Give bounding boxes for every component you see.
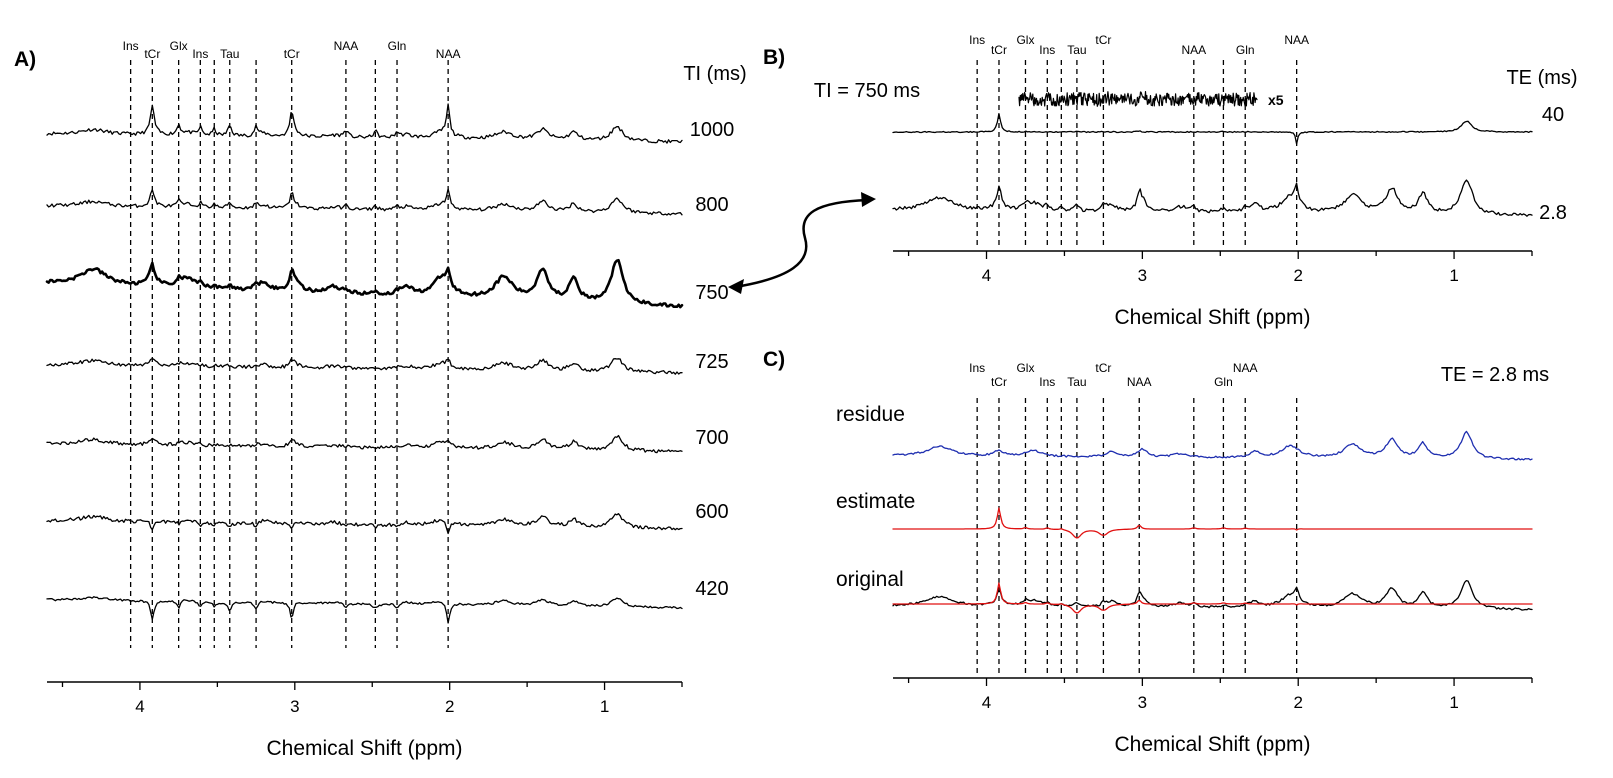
spectrum-ti-600 xyxy=(46,513,683,535)
series-label: 800 xyxy=(695,194,728,216)
x-tick-label: 4 xyxy=(982,693,991,712)
x-tick-label: 4 xyxy=(982,266,991,285)
metabolite-label: Ins xyxy=(123,39,139,53)
scale-annotation: x5 xyxy=(1268,92,1284,108)
spectrum-ti-800 xyxy=(46,188,683,216)
metabolite-label: NAA xyxy=(1181,43,1206,57)
x-axis-title: Chemical Shift (ppm) xyxy=(1114,733,1310,756)
metabolite-label: Tau xyxy=(220,47,239,61)
metabolite-label: Ins xyxy=(969,361,985,375)
panel-title: TI = 750 ms xyxy=(814,80,920,102)
series-label: 600 xyxy=(695,501,728,523)
metabolite-label: Glx xyxy=(1016,361,1034,375)
metabolite-label: Glx xyxy=(170,39,188,53)
spectrum-original xyxy=(892,579,1533,611)
x-tick-label: 2 xyxy=(1293,266,1302,285)
panel-label: A) xyxy=(14,48,36,71)
x-tick-label: 1 xyxy=(1449,266,1458,285)
panel-label: B) xyxy=(763,46,785,69)
metabolite-label: tCr xyxy=(991,43,1007,57)
panel-title: TE = 2.8 ms xyxy=(1441,364,1549,386)
metabolite-label: NAA xyxy=(334,39,359,53)
spectrum-residue xyxy=(892,430,1533,461)
metabolite-label: tCr xyxy=(1095,33,1111,47)
metabolite-label: Tau xyxy=(1067,43,1086,57)
series-label: 700 xyxy=(695,427,728,449)
metabolite-label: Ins xyxy=(1039,43,1055,57)
metabolite-label: tCr xyxy=(991,375,1007,389)
series-label: 750 xyxy=(695,282,728,304)
series-title: TI (ms) xyxy=(683,63,746,85)
metabolite-label: Tau xyxy=(1067,375,1086,389)
metabolite-label: Glx xyxy=(1016,33,1034,47)
spectrum-ti-725 xyxy=(46,357,683,375)
x-tick-label: 3 xyxy=(290,697,299,716)
metabolite-label: Gln xyxy=(1236,43,1255,57)
metabolite-label: tCr xyxy=(284,47,300,61)
row-label: residue xyxy=(836,403,905,426)
metabolite-label: Ins xyxy=(1039,375,1055,389)
metabolite-label: Ins xyxy=(192,47,208,61)
metabolite-label: NAA xyxy=(1233,361,1258,375)
metabolite-label: Ins xyxy=(969,33,985,47)
x-tick-label: 2 xyxy=(1293,693,1302,712)
spectrum-estimate-overlay xyxy=(892,582,1533,614)
arrow-head-left xyxy=(728,279,744,294)
metabolite-label: NAA xyxy=(1284,33,1309,47)
x-tick-label: 3 xyxy=(1138,693,1147,712)
spectrum-x5-inset xyxy=(1018,91,1258,107)
x-tick-label: 1 xyxy=(1449,693,1458,712)
metabolite-label: NAA xyxy=(1127,375,1152,389)
row-label: estimate xyxy=(836,490,915,513)
series-label: 420 xyxy=(695,578,728,600)
metabolite-label: tCr xyxy=(1095,361,1111,375)
series-label: 40 xyxy=(1542,104,1564,126)
arrow-head-right xyxy=(861,192,876,207)
series-label: 2.8 xyxy=(1539,202,1567,224)
spectrum-ti-700 xyxy=(46,434,683,454)
series-label: 1000 xyxy=(690,119,735,141)
spectrum-te-40 xyxy=(892,112,1533,145)
metabolite-label: Gln xyxy=(388,39,407,53)
row-label: original xyxy=(836,568,904,591)
metabolite-label: NAA xyxy=(436,47,461,61)
panel-label: C) xyxy=(763,348,785,371)
x-axis-title: Chemical Shift (ppm) xyxy=(1114,306,1310,329)
x-tick-label: 3 xyxy=(1138,266,1147,285)
spectrum-ti-750 xyxy=(45,258,684,309)
metabolite-label: tCr xyxy=(144,47,160,61)
series-title: TE (ms) xyxy=(1506,67,1577,89)
spectrum-ti-1000 xyxy=(46,103,683,144)
x-tick-label: 4 xyxy=(135,697,144,716)
spectrum-te-2.8 xyxy=(892,179,1533,217)
spectrum-estimate xyxy=(892,507,1533,539)
metabolite-label: Gln xyxy=(1214,375,1233,389)
x-axis-title: Chemical Shift (ppm) xyxy=(266,737,462,760)
spectrum-ti-420 xyxy=(46,596,683,624)
x-tick-label: 1 xyxy=(600,697,609,716)
x-tick-label: 2 xyxy=(445,697,454,716)
series-label: 725 xyxy=(695,351,728,373)
link-arrow xyxy=(734,198,869,289)
